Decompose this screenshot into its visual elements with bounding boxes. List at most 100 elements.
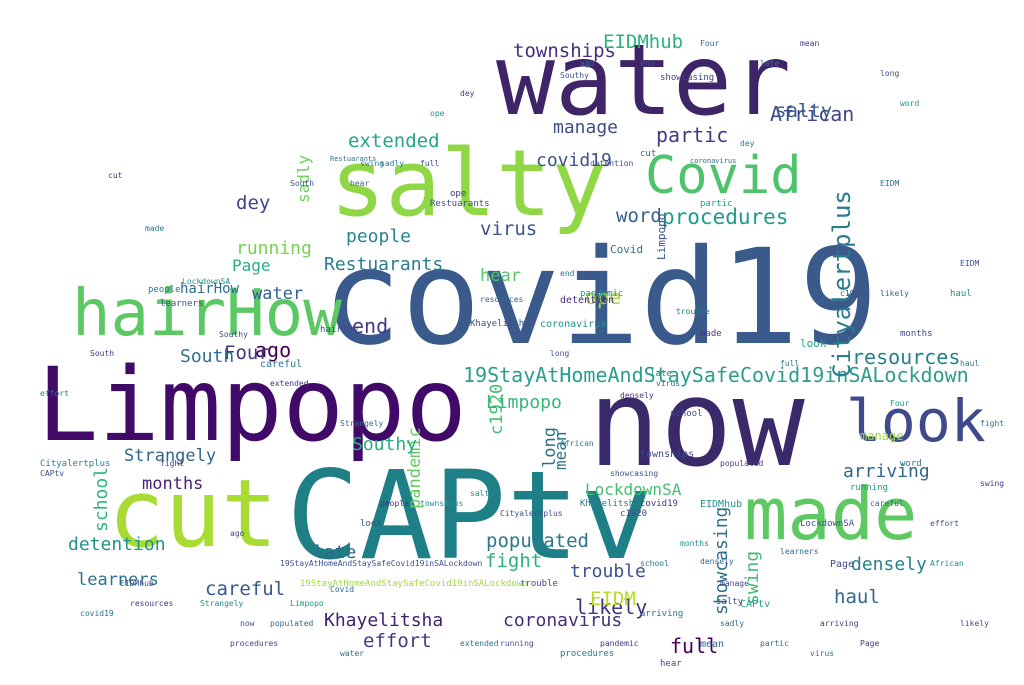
cloud-word: Covid bbox=[610, 243, 644, 256]
cloud-word: partic bbox=[760, 639, 789, 648]
cloud-word: ope bbox=[450, 189, 467, 199]
cloud-word: partic bbox=[700, 199, 733, 209]
cloud-word: made bbox=[145, 224, 165, 233]
cloud-word: made bbox=[700, 329, 722, 339]
cloud-word: virus bbox=[810, 649, 835, 658]
cloud-word: made bbox=[744, 472, 918, 556]
cloud-word: full bbox=[420, 159, 440, 168]
cloud-word: Cityalertplus bbox=[828, 190, 856, 378]
cloud-word: partic bbox=[656, 123, 729, 147]
cloud-word: water bbox=[340, 649, 365, 658]
cloud-word: Southy bbox=[560, 71, 589, 80]
cloud-word: look bbox=[360, 519, 382, 529]
cloud-word: showcasing bbox=[660, 73, 715, 83]
cloud-word: mean bbox=[800, 39, 820, 48]
cloud-word: running bbox=[236, 238, 312, 259]
cloud-word: Southy bbox=[219, 330, 248, 339]
cloud-word: Restuarants bbox=[330, 155, 377, 163]
cloud-word: hear bbox=[660, 659, 682, 669]
cloud-word: Strangely bbox=[340, 419, 384, 428]
cloud-word: c1920 bbox=[840, 289, 865, 298]
cloud-word: careful bbox=[260, 359, 303, 370]
cloud-word: long bbox=[880, 69, 900, 78]
cloud-word: 19StayAtHomeAndStaySafeCovid19inSALockdo… bbox=[463, 363, 969, 387]
cloud-word: Restuarants bbox=[324, 254, 444, 275]
cloud-word: EIDMhub bbox=[120, 579, 154, 588]
cloud-word: Four bbox=[700, 39, 720, 48]
cloud-word: EIDMhub bbox=[700, 499, 743, 510]
cloud-word: densely bbox=[851, 554, 927, 575]
cloud-word: Four bbox=[890, 399, 910, 408]
cloud-word: people bbox=[380, 499, 409, 508]
cloud-word: salty bbox=[470, 489, 495, 498]
cloud-word: ope bbox=[430, 109, 445, 118]
cloud-word: haul bbox=[950, 289, 972, 299]
cloud-word: sadly bbox=[720, 619, 745, 628]
cloud-word: haul bbox=[834, 586, 880, 608]
cloud-word: procedures bbox=[230, 639, 279, 648]
cloud-word: swing bbox=[742, 550, 763, 605]
cloud-word: swing bbox=[980, 479, 1005, 488]
cloud-word: full bbox=[670, 634, 719, 658]
cloud-word: water bbox=[252, 284, 304, 304]
cloud-word: Page bbox=[232, 256, 271, 275]
cloud-word: detention bbox=[560, 295, 615, 306]
cloud-word: Khayelitsha bbox=[324, 610, 444, 631]
cloud-word: Limpopo bbox=[290, 599, 324, 608]
cloud-word: detention bbox=[590, 159, 634, 168]
cloud-word: learners bbox=[780, 547, 819, 556]
cloud-word: LockdownSA bbox=[585, 480, 682, 499]
cloud-word: trouble bbox=[570, 561, 646, 582]
cloud-word: coronavirus bbox=[503, 610, 623, 631]
cloud-word: late bbox=[650, 369, 672, 379]
cloud-word: Page bbox=[830, 559, 855, 570]
cloud-word: Four bbox=[224, 342, 270, 364]
cloud-word: CAPtv bbox=[286, 445, 654, 587]
cloud-word: dey bbox=[740, 139, 755, 148]
cloud-word: Restuarants bbox=[430, 199, 490, 209]
cloud-word: townships bbox=[640, 449, 695, 460]
cloud-word: full bbox=[780, 359, 800, 368]
cloud-word: now bbox=[240, 619, 255, 628]
cloud-word: school bbox=[640, 559, 669, 568]
cloud-word: resources bbox=[852, 345, 961, 369]
cloud-word: late bbox=[313, 542, 357, 563]
cloud-word: EIDM bbox=[880, 179, 900, 188]
cloud-word: swing bbox=[360, 159, 385, 168]
cloud-word: likely bbox=[575, 595, 648, 619]
cloud-word: months bbox=[900, 329, 933, 339]
cloud-word: coronavirus bbox=[690, 157, 737, 165]
cloud-word: CAPtv bbox=[40, 469, 65, 478]
cloud-word: covid19 bbox=[536, 150, 612, 171]
cloud-word: cut bbox=[108, 460, 278, 569]
cloud-word: South bbox=[90, 349, 115, 358]
cloud-word: learners bbox=[77, 570, 159, 590]
cloud-word: Khayelitsha bbox=[470, 319, 530, 329]
cloud-word: months bbox=[142, 474, 204, 494]
cloud-word: trouble bbox=[676, 307, 710, 316]
cloud-word: Strangely bbox=[124, 446, 217, 466]
cloud-word: late bbox=[760, 59, 780, 68]
cloud-word: coronavirus bbox=[540, 319, 607, 330]
cloud-word: densely bbox=[700, 557, 734, 566]
cloud-word: ope bbox=[585, 285, 622, 309]
cloud-word: hear bbox=[480, 266, 521, 286]
cloud-word: densely bbox=[620, 391, 654, 400]
cloud-word: EIDM bbox=[960, 259, 980, 268]
cloud-word: Limpopo bbox=[37, 346, 467, 465]
cloud-word: procedures bbox=[662, 205, 789, 229]
cloud-word: resources bbox=[480, 295, 524, 304]
cloud-word: manage bbox=[860, 429, 904, 443]
cloud-word: cut bbox=[640, 149, 657, 159]
cloud-word: fight bbox=[485, 550, 543, 572]
cloud-word: end bbox=[560, 269, 575, 278]
cloud-word: Cityalertplus bbox=[500, 509, 563, 518]
cloud-word: now bbox=[588, 355, 805, 494]
cloud-word: school bbox=[91, 466, 112, 532]
cloud-word: months bbox=[680, 539, 709, 548]
cloud-word: water bbox=[496, 24, 792, 138]
cloud-word: South bbox=[180, 346, 235, 367]
cloud-word: populated bbox=[720, 459, 764, 468]
cloud-word: arriving bbox=[640, 609, 684, 619]
